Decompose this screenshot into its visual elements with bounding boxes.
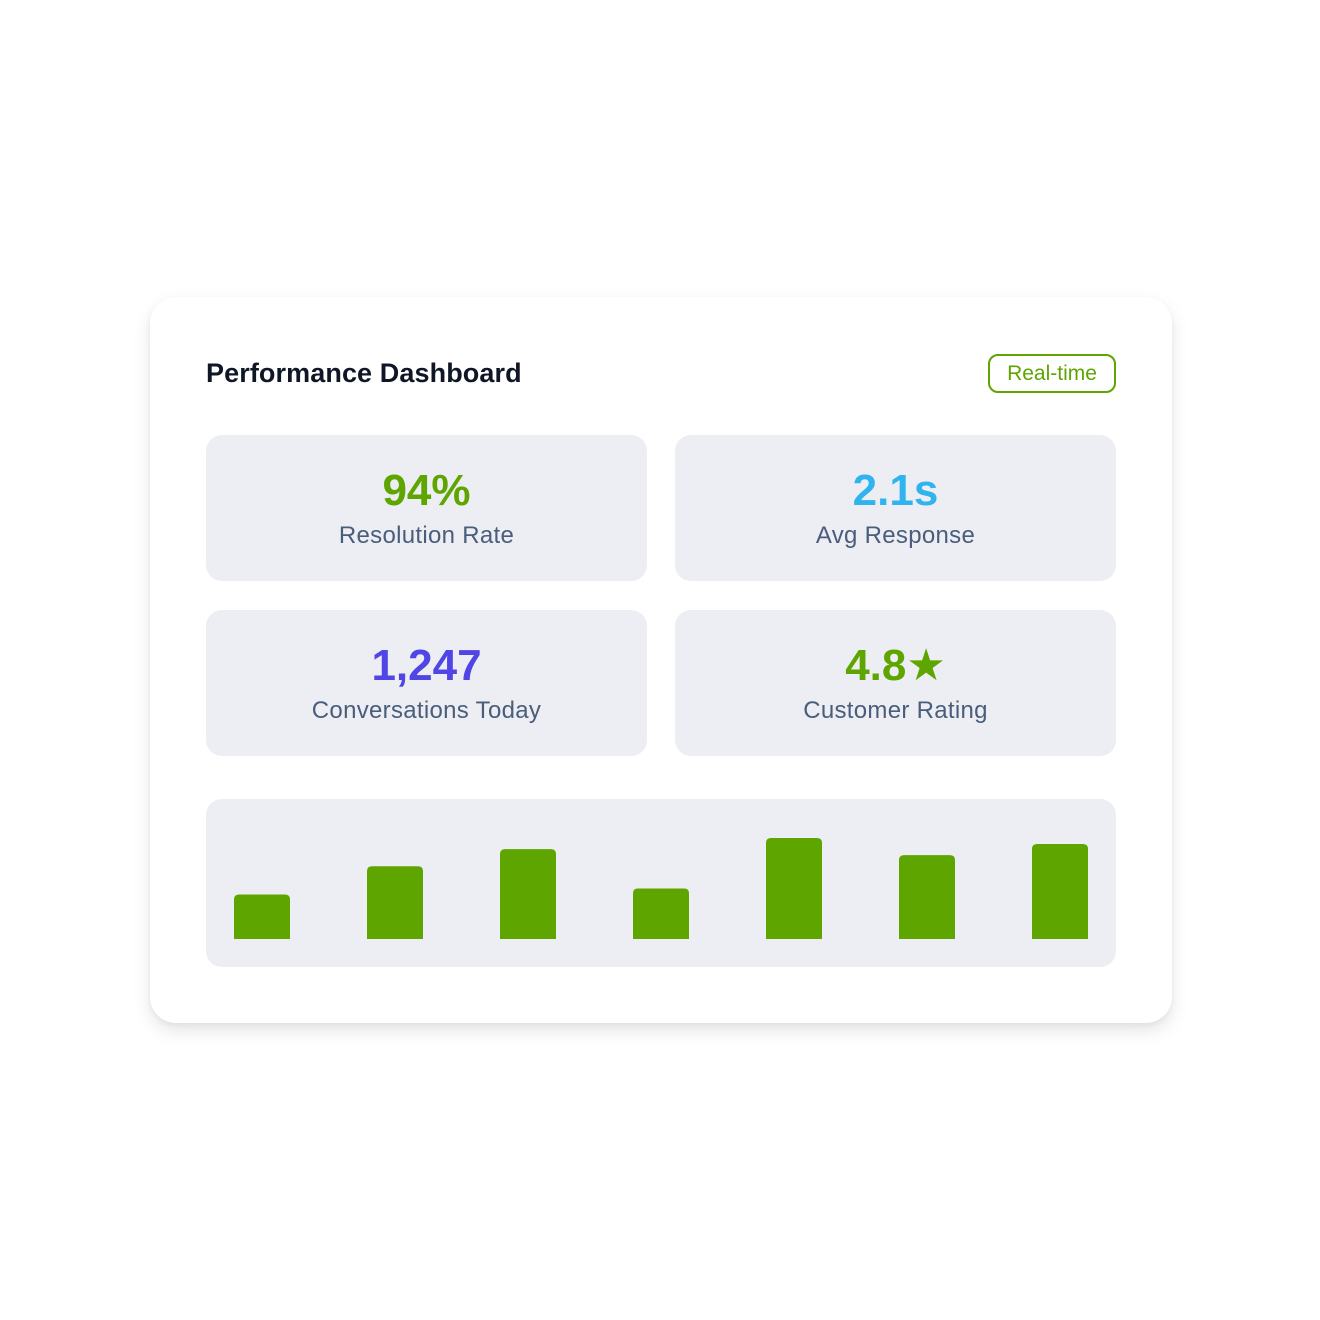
real-time-badge: Real-time [988, 354, 1116, 393]
bar-chart-svg [234, 838, 1088, 939]
metric-label: Avg Response [815, 522, 976, 549]
chart-bar [367, 866, 423, 939]
metric-value: 4.8★ [845, 641, 946, 690]
metric-card-customer-rating: 4.8★ Customer Rating [675, 610, 1116, 756]
dashboard-title: Performance Dashboard [206, 358, 522, 388]
metric-label: Conversations Today [311, 697, 542, 724]
metric-label: Customer Rating [803, 697, 988, 724]
metric-value: 94% [382, 466, 471, 515]
chart-bar [500, 849, 556, 939]
dashboard-header: Performance Dashboard Real-time [206, 354, 1116, 394]
chart-bar [766, 838, 822, 939]
metric-value: 1,247 [371, 641, 482, 690]
metric-value: 2.1s [852, 466, 939, 515]
metric-card-conversations-today: 1,247 Conversations Today [206, 610, 647, 756]
metric-card-resolution-rate: 94% Resolution Rate [206, 435, 647, 581]
chart-bar [633, 888, 689, 939]
chart-bar [234, 894, 290, 939]
chart-bar [899, 855, 955, 939]
chart-bar [1032, 844, 1088, 939]
metric-label: Resolution Rate [338, 522, 515, 549]
metric-card-avg-response: 2.1s Avg Response [675, 435, 1116, 581]
activity-bar-chart [206, 799, 1116, 967]
dashboard-card: Performance Dashboard Real-time 94% Reso… [150, 297, 1172, 1023]
